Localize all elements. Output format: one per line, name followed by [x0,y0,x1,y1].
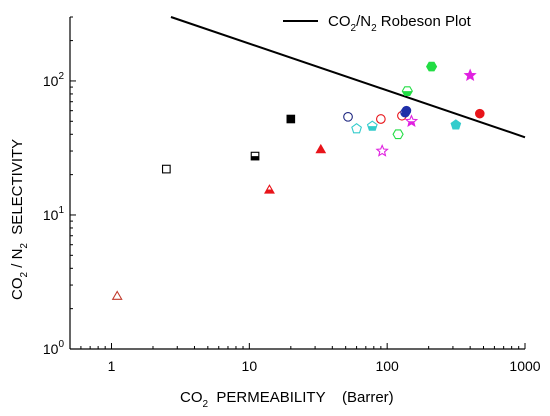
y-tick-label: 101 [43,205,65,223]
x-axis-title: CO2 PERMEABILITY (Barrer) [180,389,394,410]
data-point-square [286,114,296,124]
data-point-pentagon [450,119,462,130]
x-tick-label: 1000 [509,358,540,374]
data-point-square [161,164,171,174]
data-point-pentagon [366,120,378,131]
x-ticks [69,343,526,349]
y-tick-label: 100 [43,339,65,357]
data-point-square [250,151,260,161]
x-tick-label: 10 [242,358,258,374]
data-point-triangle [264,184,275,194]
data-point-circle [343,111,353,122]
data-point-star [404,114,419,127]
x-tick-label: 1 [108,358,116,374]
y-axis-title: CO2 / N2 SELECTIVITY [9,139,30,300]
data-point-star [375,143,389,157]
data-point-triangle [111,290,123,300]
legend: CO2/N2 Robeson Plot [283,13,472,34]
data-point-circle [401,105,412,116]
robeson-line [170,16,526,139]
plot-area [69,17,525,350]
robeson-upper-bound [170,16,526,139]
data-point-circle [475,108,485,119]
data-point-pentagon [351,123,362,134]
data-point-hexagon [401,86,413,96]
y-ticks [70,16,76,350]
data-point-triangle [315,143,327,154]
tick-labels: 1 10 100 1000 100 101 102 [43,71,541,374]
data-point-hexagon [392,129,404,140]
data-point-hexagon [426,61,438,72]
legend-label: CO2/N2 Robeson Plot [328,13,472,34]
data-point-circle [376,114,386,124]
y-tick-label: 102 [43,71,65,89]
x-tick-label: 100 [375,358,399,374]
data-point-star [463,68,477,81]
data-points [111,61,485,300]
